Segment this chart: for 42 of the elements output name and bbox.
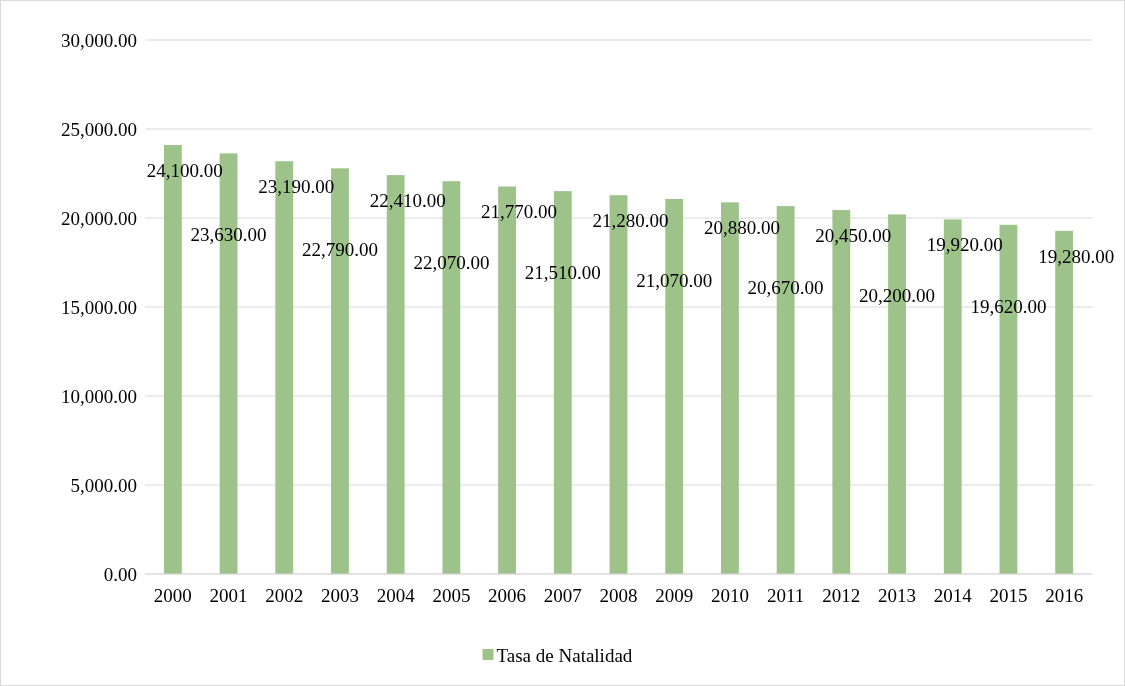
data-label: 20,880.00 bbox=[703, 217, 780, 239]
y-tick-label: 5,000.00 bbox=[70, 474, 137, 496]
x-tick-label: 2008 bbox=[599, 585, 638, 606]
data-label: 21,510.00 bbox=[524, 262, 601, 284]
data-label: 21,070.00 bbox=[636, 269, 713, 291]
data-label: 19,620.00 bbox=[970, 295, 1047, 317]
x-tick-label: 2012 bbox=[822, 585, 861, 606]
data-label: 20,450.00 bbox=[815, 224, 892, 246]
y-tick-label: 15,000.00 bbox=[61, 296, 137, 318]
y-tick-label: 20,000.00 bbox=[61, 207, 137, 229]
x-tick-label: 2002 bbox=[265, 585, 304, 606]
x-tick-label: 2007 bbox=[543, 585, 582, 606]
data-label: 19,920.00 bbox=[926, 234, 1003, 256]
x-tick-label: 2004 bbox=[376, 585, 416, 606]
x-tick-label: 2013 bbox=[878, 585, 917, 606]
x-tick-label: 2000 bbox=[153, 585, 192, 606]
x-tick-label: 2001 bbox=[209, 585, 248, 606]
y-tick-label: 0.00 bbox=[103, 563, 137, 585]
y-tick-label: 25,000.00 bbox=[61, 118, 137, 140]
x-tick-label: 2016 bbox=[1045, 585, 1084, 606]
x-tick-label: 2003 bbox=[320, 585, 359, 606]
y-tick-label: 10,000.00 bbox=[61, 385, 137, 407]
data-label: 23,190.00 bbox=[258, 176, 335, 198]
data-label: 24,100.00 bbox=[146, 160, 223, 182]
x-tick-label: 2009 bbox=[655, 585, 694, 606]
data-label: 22,410.00 bbox=[369, 190, 446, 212]
data-label: 23,630.00 bbox=[190, 224, 267, 246]
data-label: 22,070.00 bbox=[413, 252, 490, 274]
data-label: 22,790.00 bbox=[301, 239, 378, 261]
data-label: 20,200.00 bbox=[859, 285, 936, 307]
data-label: 21,770.00 bbox=[481, 201, 558, 223]
data-label: 21,280.00 bbox=[592, 210, 669, 232]
x-tick-label: 2015 bbox=[989, 585, 1028, 606]
x-tick-label: 2014 bbox=[933, 585, 973, 606]
x-tick-label: 2005 bbox=[432, 585, 471, 606]
x-tick-label: 2010 bbox=[710, 585, 749, 606]
data-label: 20,670.00 bbox=[747, 277, 824, 299]
data-label: 19,280.00 bbox=[1038, 245, 1115, 267]
y-tick-label: 30,000.00 bbox=[61, 29, 137, 51]
x-tick-label: 2006 bbox=[488, 585, 527, 606]
x-tick-label: 2011 bbox=[766, 585, 805, 606]
legend-label: Tasa de Natalidad bbox=[496, 644, 633, 666]
